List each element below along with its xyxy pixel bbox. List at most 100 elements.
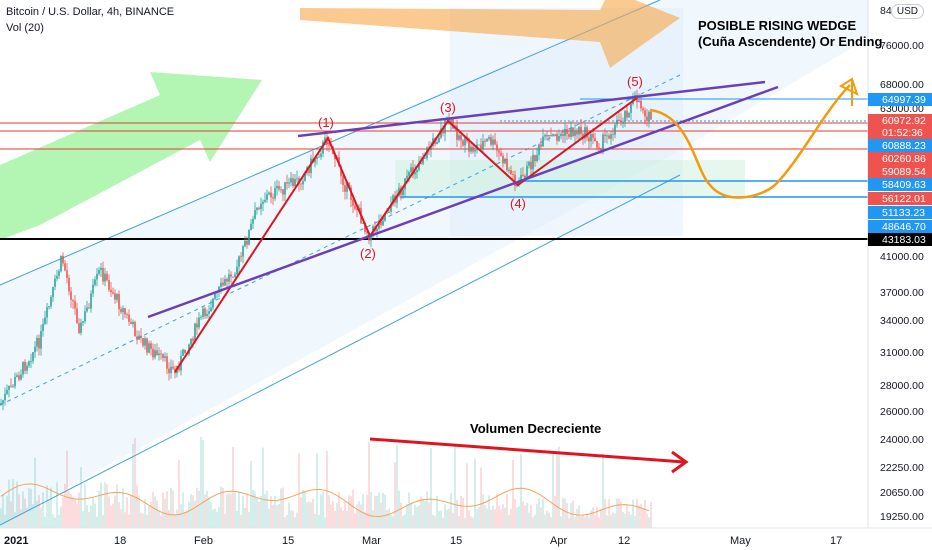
candle-body [258,207,260,209]
volume-bar [132,443,134,528]
candle-body [292,178,294,186]
volume-bar [586,513,588,528]
volume-bar [300,497,302,528]
candle-body [498,150,500,153]
candle-body [316,157,318,159]
candle-body [36,337,38,347]
price-tick: 20650.00 [880,487,924,499]
price-label: 58409.63 [882,179,926,191]
candle-body [322,141,324,154]
candle-body [254,210,256,219]
candle-body [354,205,356,209]
volume-bar [574,517,576,528]
volume-bar [410,502,412,528]
symbol-title[interactable]: Bitcoin / U.S. Dollar, 4h, BINANCE [6,6,175,18]
candle-body [170,366,172,374]
candle-body [16,375,18,377]
candle-body [84,311,86,322]
volume-bar [388,508,390,528]
candle-body [44,317,46,324]
candle-body [576,130,578,135]
candle-body [640,100,642,109]
volume-bar [8,479,10,528]
candle-body [152,348,154,358]
volume-bar [36,500,38,528]
volume-bar [476,509,478,528]
time-tick: Apr [550,535,567,547]
volume-bar [178,459,180,528]
time-axis[interactable]: 2021 18 Feb 15 Mar 15 Apr 12 May 17 [0,527,932,550]
volume-bar [168,510,170,528]
candle-body [302,180,304,185]
volume-bar [558,446,560,528]
volume-bar [268,508,270,528]
candle-body [78,323,80,333]
candle-body [650,111,652,120]
volume-bar [364,512,366,528]
volume-bar [450,492,452,528]
candle-body [244,240,246,247]
candle-body [286,182,288,184]
candle-body [160,353,162,355]
volume-indicator-label[interactable]: Vol (20) [6,22,44,34]
candle-body [480,144,482,150]
volume-bar [46,485,48,528]
volume-bar [420,496,422,528]
volume-bar [52,514,54,528]
candle-body [382,220,384,226]
price-axis[interactable]: 84000.00 76000.00 68000.00 63000.00 4100… [867,0,932,550]
candle-body [638,100,640,103]
volume-bar [490,509,492,528]
volume-bar [610,514,612,528]
candle-body [564,128,566,136]
volume-bar [464,517,466,528]
time-tick: 15 [282,535,294,547]
volume-bar [308,501,310,528]
currency-button[interactable]: USD [890,4,924,19]
candle-body [496,144,498,151]
volume-bar [406,504,408,528]
volume-bar [554,496,556,528]
candle-body [430,146,432,150]
volume-bar [478,507,480,528]
candle-body [484,141,486,142]
candle-body [552,134,554,137]
candle-body [62,255,64,264]
wave-label-1: (1) [318,115,334,130]
candle-body [628,112,630,118]
volume-bar [360,504,362,528]
candle-body [182,349,184,356]
candle-body [556,134,558,141]
candle-body [376,228,378,232]
volume-bar [482,494,484,528]
candle-body [352,199,354,206]
volume-bar [370,492,372,528]
volume-bar [294,517,296,528]
volume-bar [416,506,418,528]
volume-bar [534,515,536,528]
candle-body [478,144,480,146]
volume-bar [112,503,114,528]
price-tick: 68000.00 [880,79,924,91]
candle-body [274,188,276,199]
candle-body [6,389,8,394]
volume-bar [256,497,258,528]
volume-bar [92,497,94,528]
volume-bar [580,516,582,528]
price-label: 48646.70 [882,221,926,233]
volume-bar [346,510,348,528]
candle-body [366,231,368,233]
volume-bar [626,504,628,528]
candle-body [90,293,92,309]
candle-body [308,167,310,174]
candle-body [436,142,438,145]
candle-body [546,135,548,137]
volume-bar [378,492,380,528]
volume-bar [590,510,592,528]
volume-bar [576,509,578,528]
volume-bar [202,440,204,528]
volume-bar [166,491,168,528]
volume-bar [288,502,290,528]
price-label: 60972.92 [882,115,926,127]
